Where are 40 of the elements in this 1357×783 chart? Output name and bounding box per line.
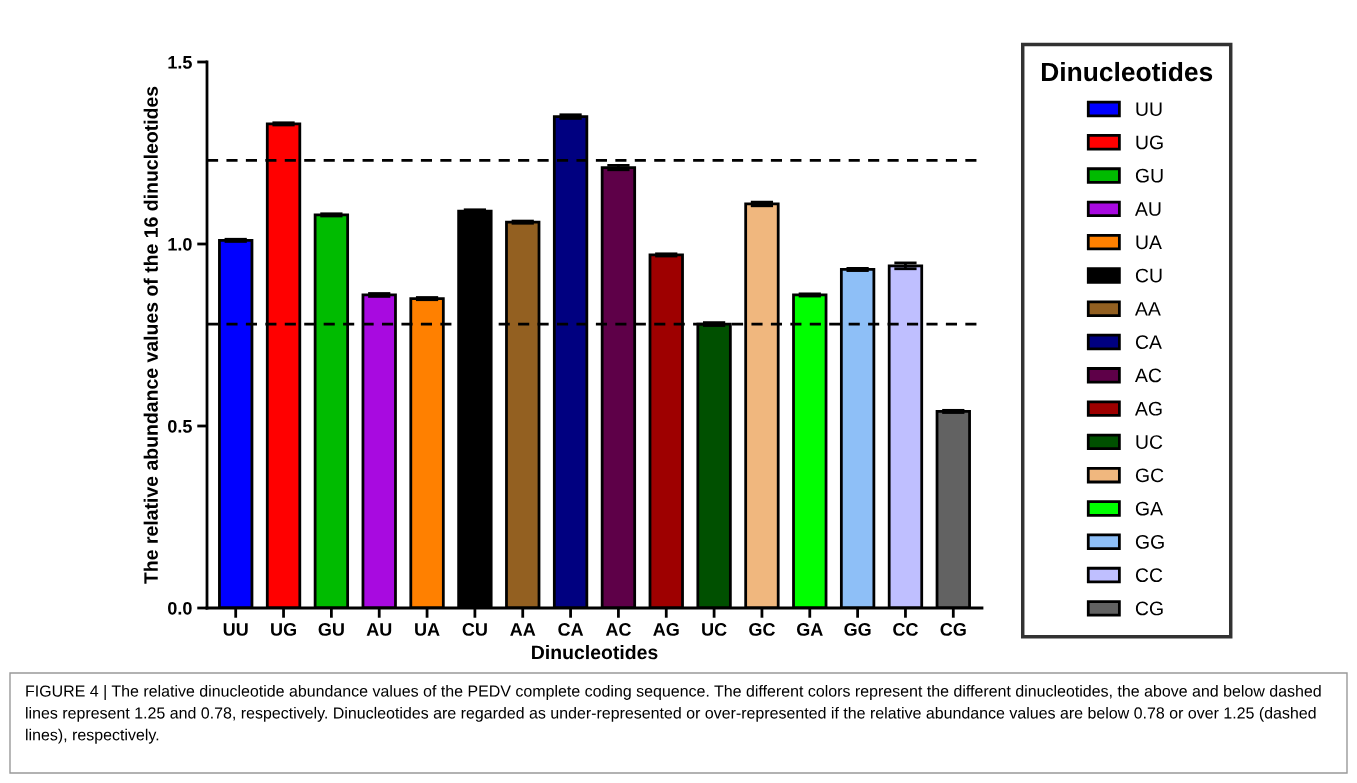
x-tick-label: AU [366,623,392,636]
x-tick-label: GC [749,623,775,636]
x-tick-label: GA [796,623,823,636]
legend-title: Dinucleotides [1041,61,1213,82]
y-tick-label: 0.0 [168,601,192,615]
x-tick-label: GG [844,623,871,636]
legend-label: AU [1134,202,1161,216]
x-tick-label: UG [271,623,296,636]
legend-label: UU [1136,102,1162,116]
legend-label: UA [1136,235,1162,250]
x-tick-label: UU [223,623,248,636]
x-tick-label: AC [605,623,631,636]
x-tick-label: CU [462,623,487,636]
x-axis-title: Dinucleotides [532,644,658,660]
caption: FIGURE 4 | The relative dinucleotide abundance values of the PEDV complete coding sequence. The different colors represent the different dinucleotides, the above and below dashed lines represent 1.25 and 0.78, respectively. Dinucleotides are regarded as under-represented or over-represented if the relative abundance values are below 0.78 or over 1.25 (dashed lines), respectively. [26,685,1321,744]
x-tick-label: UC [702,623,727,636]
legend-label: UG [1136,135,1163,150]
legend-label: AA [1134,302,1161,316]
y-tick-label: 1.0 [168,237,192,251]
legend-label: AC [1134,368,1162,383]
x-tick-label: CG [940,623,966,636]
x-tick-label: GU [318,623,344,636]
legend-label: UC [1136,435,1163,449]
legend-label: CG [1135,601,1163,616]
legend-label: CA [1135,335,1162,350]
x-tick-label: CA [558,623,584,636]
x-tick-label: UA [415,623,440,636]
x-tick-label: CC [893,623,918,636]
x-tick-label: AA [510,623,536,636]
legend-label: GC [1135,468,1164,483]
legend-label: GU [1135,168,1163,183]
x-tick-label: AG [653,623,679,636]
legend-label: CU [1135,268,1162,283]
legend-label: CC [1135,568,1163,583]
legend-label: AG [1134,401,1162,416]
legend-label: GA [1135,501,1163,516]
y-tick-label: 1.5 [168,56,192,69]
y-axis-title: The relative abundance values of the 16 dinucleotides [143,86,158,584]
y-tick-label: 0.5 [168,419,192,433]
legend-label: GG [1135,535,1164,549]
